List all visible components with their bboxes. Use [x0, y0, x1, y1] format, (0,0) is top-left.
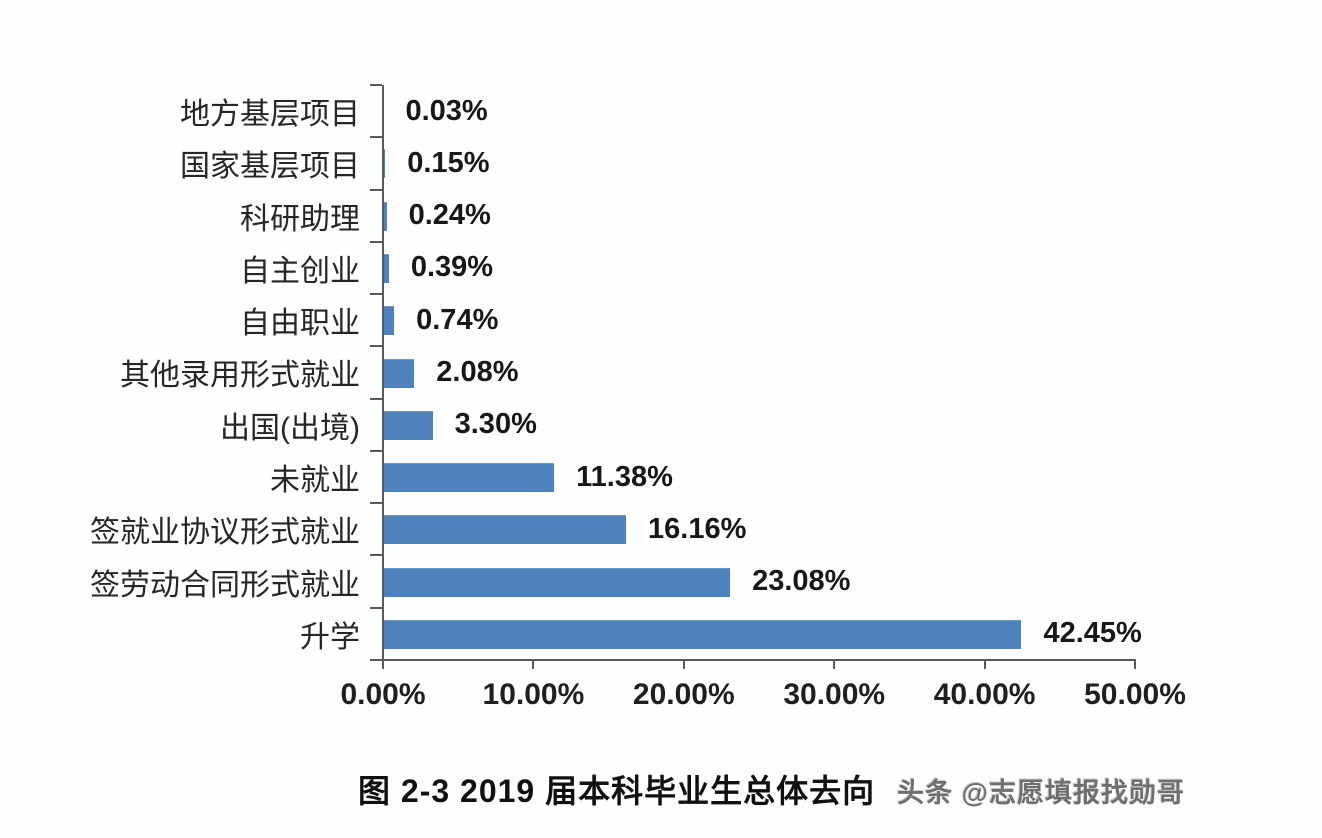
y-axis-tick	[370, 606, 382, 609]
x-axis-tick-label: 30.00%	[783, 678, 886, 711]
value-label: 23.08%	[752, 565, 851, 598]
y-axis-tick	[370, 554, 382, 557]
y-axis-tick	[370, 449, 382, 452]
category-label: 升学	[300, 620, 360, 654]
value-label: 3.30%	[454, 408, 537, 441]
category-label: 出国(出境)	[220, 411, 360, 445]
bar	[383, 358, 415, 388]
y-axis-tick	[370, 293, 382, 296]
value-label: 11.38%	[576, 460, 673, 493]
bar	[383, 253, 389, 283]
y-axis-tick	[370, 345, 382, 348]
category-label: 签劳动合同形式就业	[90, 568, 360, 602]
bar	[383, 619, 1022, 649]
x-axis-tick-label: 10.00%	[482, 678, 585, 711]
y-axis-line	[382, 85, 384, 661]
value-label: 42.45%	[1043, 617, 1142, 650]
watermark-text: 头条 @志愿填报找勋哥	[897, 778, 1185, 808]
x-axis-tick	[1134, 660, 1136, 669]
y-axis-tick	[370, 240, 382, 243]
y-axis-tick	[370, 188, 382, 191]
bar	[383, 201, 387, 231]
value-label: 2.08%	[436, 355, 519, 388]
x-axis-tick	[682, 660, 685, 669]
value-label: 16.16%	[648, 512, 747, 545]
x-axis-tick	[382, 660, 384, 669]
x-axis-tick	[833, 660, 836, 669]
x-axis-tick-label: 40.00%	[933, 678, 1036, 711]
bar	[383, 149, 386, 179]
x-axis-tick-label: 20.00%	[632, 678, 735, 711]
x-axis-tick-label: 0.00%	[340, 678, 426, 711]
caption: 图 2-3 2019 届本科毕业生总体去向 头条 @志愿填报找勋哥	[358, 766, 1185, 812]
y-axis-tick	[370, 84, 382, 86]
value-label: 0.74%	[416, 303, 499, 336]
category-label: 未就业	[270, 464, 360, 498]
x-axis-tick	[983, 660, 986, 669]
y-axis-tick	[370, 397, 382, 400]
value-label: 0.15%	[407, 146, 490, 179]
y-axis-tick	[370, 136, 382, 139]
value-label: 0.39%	[410, 251, 494, 284]
category-label: 地方基层项目	[180, 98, 360, 132]
chart-title: 图 2-3 2019 届本科毕业生总体去向	[358, 773, 876, 809]
category-label: 自由职业	[240, 307, 360, 341]
category-label: 科研助理	[240, 202, 360, 236]
bar	[383, 463, 555, 493]
value-label: 0.03%	[405, 94, 488, 127]
category-label: 国家基层项目	[180, 150, 360, 184]
bar	[383, 567, 731, 597]
category-label: 其他录用形式就业	[120, 359, 360, 393]
bar	[383, 515, 627, 545]
category-label: 签就业协议形式就业	[90, 516, 360, 550]
bar	[383, 306, 395, 336]
x-axis-tick	[532, 660, 535, 669]
y-axis-tick	[370, 502, 382, 505]
bar	[383, 410, 433, 440]
category-label: 自主创业	[240, 254, 360, 288]
x-axis-tick-label: 50.00%	[1084, 678, 1186, 711]
y-axis-tick	[370, 659, 382, 661]
value-label: 0.24%	[408, 199, 491, 232]
x-axis-line	[382, 659, 1136, 661]
